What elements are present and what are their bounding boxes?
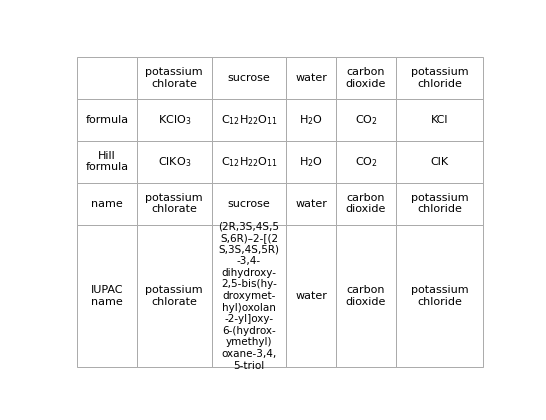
Text: potassium
chloride: potassium chloride bbox=[411, 67, 468, 89]
Bar bbox=[336, 57, 396, 99]
Bar bbox=[336, 99, 396, 141]
Bar bbox=[396, 225, 483, 368]
Bar bbox=[137, 57, 212, 99]
Bar bbox=[76, 99, 137, 141]
Text: (2R,3S,4S,5
S,6R)–2-[(2
S,3S,4S,5R)
-3,4-
dihydroxy-
2,5-bis(hy-
droxymet-
hyl)o: (2R,3S,4S,5 S,6R)–2-[(2 S,3S,4S,5R) -3,4… bbox=[218, 221, 280, 370]
Bar bbox=[396, 57, 483, 99]
Text: CO$_2$: CO$_2$ bbox=[354, 113, 377, 127]
Text: CO$_2$: CO$_2$ bbox=[354, 155, 377, 168]
Bar bbox=[76, 141, 137, 183]
Bar bbox=[286, 183, 336, 225]
Bar bbox=[336, 225, 396, 368]
Text: formula: formula bbox=[85, 115, 128, 125]
Bar bbox=[137, 183, 212, 225]
Bar bbox=[76, 57, 137, 99]
Text: H$_2$O: H$_2$O bbox=[299, 113, 323, 127]
Bar bbox=[212, 99, 286, 141]
Bar bbox=[396, 99, 483, 141]
Text: potassium
chloride: potassium chloride bbox=[411, 285, 468, 307]
Bar bbox=[336, 141, 396, 183]
Text: Hill
formula: Hill formula bbox=[85, 151, 128, 173]
Bar bbox=[286, 141, 336, 183]
Bar bbox=[212, 225, 286, 368]
Text: sucrose: sucrose bbox=[228, 199, 270, 209]
Text: IUPAC
name: IUPAC name bbox=[91, 285, 123, 307]
Text: H$_2$O: H$_2$O bbox=[299, 155, 323, 168]
Text: potassium
chloride: potassium chloride bbox=[411, 193, 468, 214]
Bar bbox=[137, 99, 212, 141]
Text: C$_{12}$H$_{22}$O$_{11}$: C$_{12}$H$_{22}$O$_{11}$ bbox=[221, 155, 277, 168]
Text: KClO$_3$: KClO$_3$ bbox=[158, 113, 191, 127]
Text: water: water bbox=[295, 73, 327, 83]
Bar bbox=[336, 183, 396, 225]
Bar bbox=[286, 225, 336, 368]
Bar bbox=[76, 225, 137, 368]
Bar bbox=[137, 225, 212, 368]
Text: ClKO$_3$: ClKO$_3$ bbox=[158, 155, 191, 168]
Bar bbox=[212, 57, 286, 99]
Text: carbon
dioxide: carbon dioxide bbox=[346, 285, 386, 307]
Bar bbox=[212, 183, 286, 225]
Text: C$_{12}$H$_{22}$O$_{11}$: C$_{12}$H$_{22}$O$_{11}$ bbox=[221, 113, 277, 127]
Bar bbox=[76, 183, 137, 225]
Text: potassium
chlorate: potassium chlorate bbox=[145, 67, 203, 89]
Bar bbox=[286, 99, 336, 141]
Text: ClK: ClK bbox=[430, 157, 448, 167]
Bar bbox=[396, 183, 483, 225]
Text: carbon
dioxide: carbon dioxide bbox=[346, 67, 386, 89]
Text: KCl: KCl bbox=[431, 115, 448, 125]
Text: carbon
dioxide: carbon dioxide bbox=[346, 193, 386, 214]
Bar bbox=[286, 57, 336, 99]
Bar bbox=[396, 141, 483, 183]
Text: sucrose: sucrose bbox=[228, 73, 270, 83]
Text: water: water bbox=[295, 199, 327, 209]
Text: water: water bbox=[295, 291, 327, 301]
Bar bbox=[212, 141, 286, 183]
Text: potassium
chlorate: potassium chlorate bbox=[145, 193, 203, 214]
Text: potassium
chlorate: potassium chlorate bbox=[145, 285, 203, 307]
Text: name: name bbox=[91, 199, 123, 209]
Bar bbox=[137, 141, 212, 183]
